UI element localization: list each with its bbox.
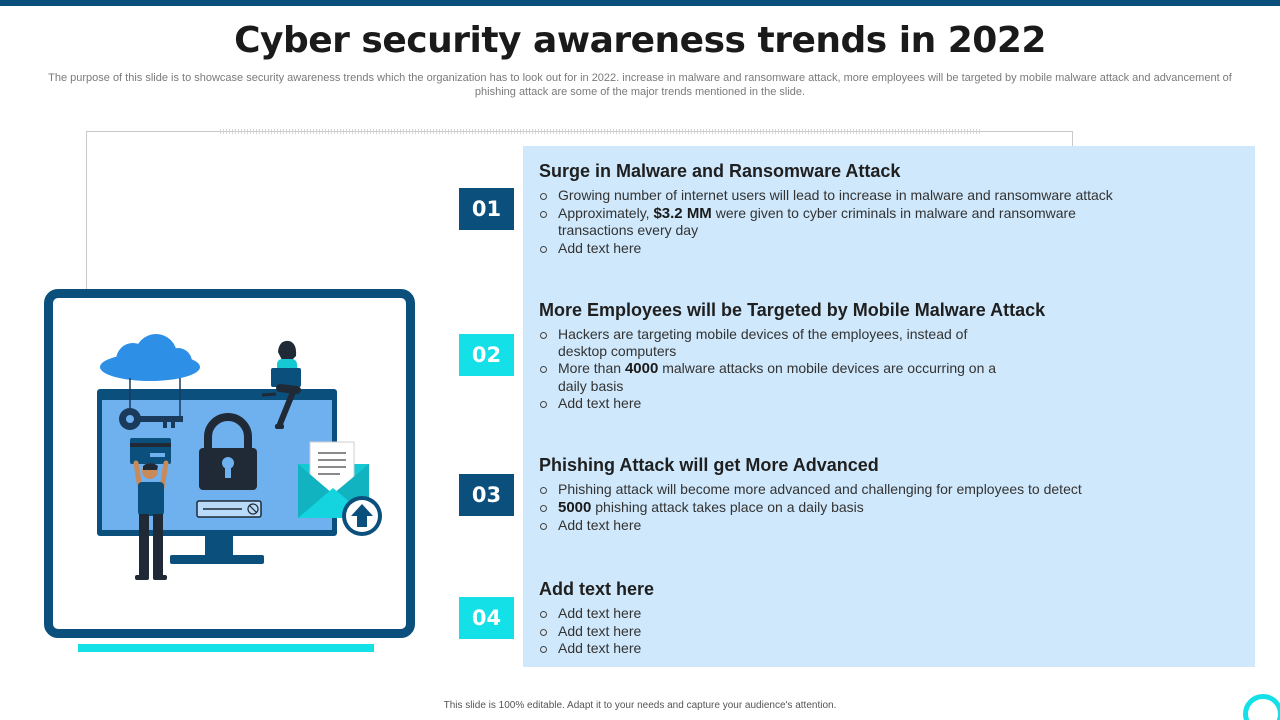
bullet-item: Add text here <box>539 240 1139 257</box>
frame-line-left <box>86 131 87 291</box>
upload-arrow-icon <box>342 496 382 536</box>
bullet-item: Add text here <box>539 605 1139 622</box>
section-4: Add text here Add text here Add text her… <box>539 579 1239 658</box>
slide-subtitle: The purpose of this slide is to showcase… <box>48 72 1232 98</box>
illustration-underline <box>78 644 374 652</box>
bullet-item: Add text here <box>539 517 1139 534</box>
bullet-item: Phishing attack will become more advance… <box>539 481 1139 498</box>
password-field-icon <box>196 500 262 518</box>
bullet-item: Growing number of internet users will le… <box>539 187 1139 204</box>
bullet-highlight: 4000 <box>624 360 659 377</box>
section-number-03: 03 <box>459 474 514 516</box>
content-panel <box>523 146 1255 667</box>
section-number-01: 01 <box>459 188 514 230</box>
bullet-item: More than 4000 malware attacks on mobile… <box>539 360 1009 394</box>
section-1: Surge in Malware and Ransomware Attack G… <box>539 161 1239 257</box>
bullet-item: Add text here <box>539 395 1009 412</box>
slide-title: Cyber security awareness trends in 2022 <box>234 20 1046 61</box>
bullet-item: 5000 phishing attack takes place on a da… <box>539 499 1139 517</box>
footer-note: This slide is 100% editable. Adapt it to… <box>443 700 837 711</box>
corner-ring-decoration <box>1243 694 1280 720</box>
section-number-02: 02 <box>459 334 514 376</box>
frame-line-right <box>1072 131 1073 147</box>
bullet-item: Hackers are targeting mobile devices of … <box>539 326 979 359</box>
section-title: Phishing Attack will get More Advanced <box>539 455 879 475</box>
frame-dotted-accent <box>220 129 980 134</box>
top-accent-bar <box>0 0 1280 6</box>
bullet-item: Add text here <box>539 640 1139 657</box>
cloud-icon <box>100 334 200 420</box>
section-title: More Employees will be Targeted by Mobil… <box>539 300 1046 320</box>
bullet-highlight: 5000 <box>558 498 592 516</box>
bullet-item: Approximately, $3.2 MM were given to cyb… <box>539 205 1084 239</box>
section-3: Phishing Attack will get More Advanced P… <box>539 455 1239 535</box>
section-title: Surge in Malware and Ransomware Attack <box>539 161 901 181</box>
padlock-icon <box>199 413 257 490</box>
person-with-laptop-icon <box>261 340 301 429</box>
section-number-04: 04 <box>459 597 514 639</box>
bullet-item: Add text here <box>539 623 1139 640</box>
section-2: More Employees will be Targeted by Mobil… <box>539 300 1239 413</box>
section-title: Add text here <box>539 579 655 599</box>
person-holding-card-icon <box>130 438 171 580</box>
key-icon <box>119 408 183 430</box>
bullet-highlight: $3.2 MM <box>653 204 712 222</box>
